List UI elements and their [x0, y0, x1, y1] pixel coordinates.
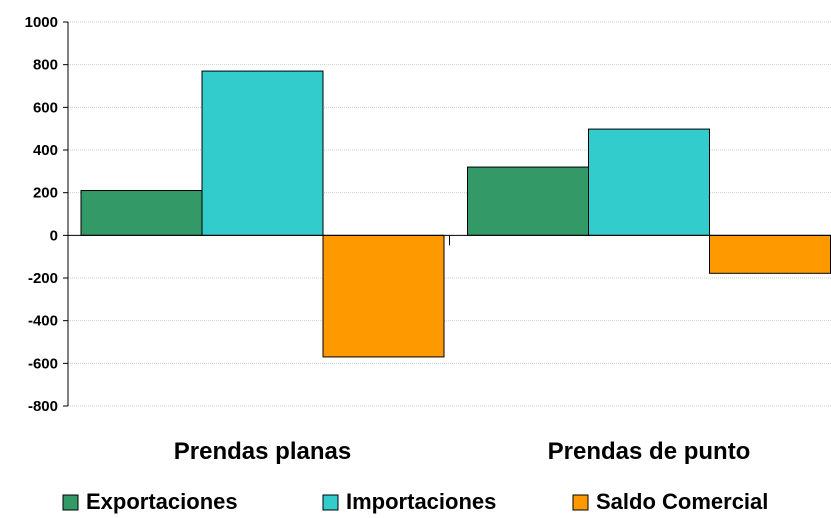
bar-exportaciones	[467, 166, 589, 236]
bar-saldo-comercial	[709, 234, 831, 274]
y-tick-label: 200	[33, 185, 58, 202]
legend-label: Exportaciones	[86, 489, 238, 514]
x-category-label: Prendas de punto	[548, 438, 751, 465]
legend-swatch	[572, 494, 589, 511]
legend-swatch	[322, 494, 339, 511]
y-tick-label: 1000	[25, 14, 58, 31]
y-tick-label: -200	[28, 270, 58, 287]
y-tick-label: 0	[50, 227, 58, 244]
legend: Exportaciones Importaciones Saldo Comercia…	[62, 489, 768, 514]
bar-exportaciones	[80, 190, 203, 236]
y-tick-label: 400	[33, 142, 58, 159]
y-tick-label: 800	[33, 57, 58, 74]
bar-saldo-comercial	[322, 234, 445, 358]
legend-swatch	[62, 494, 79, 511]
y-axis-ticks: -800 -600 -400 -200 0 200 400 600 800 1000	[25, 14, 68, 415]
y-tick-label: -600	[28, 355, 58, 372]
y-tick-label: -800	[28, 398, 58, 415]
bars	[80, 70, 831, 358]
axes	[67, 22, 831, 406]
legend-label: Saldo Comercial	[596, 489, 768, 514]
x-category-label: Prendas planas	[174, 438, 351, 465]
bar-importaciones	[588, 128, 710, 236]
legend-label: Importaciones	[346, 489, 496, 514]
bar-importaciones	[201, 70, 324, 236]
y-tick-label: 600	[33, 99, 58, 116]
y-tick-label: -400	[28, 313, 58, 330]
category-labels: Prendas planas Prendas de punto	[174, 438, 751, 465]
